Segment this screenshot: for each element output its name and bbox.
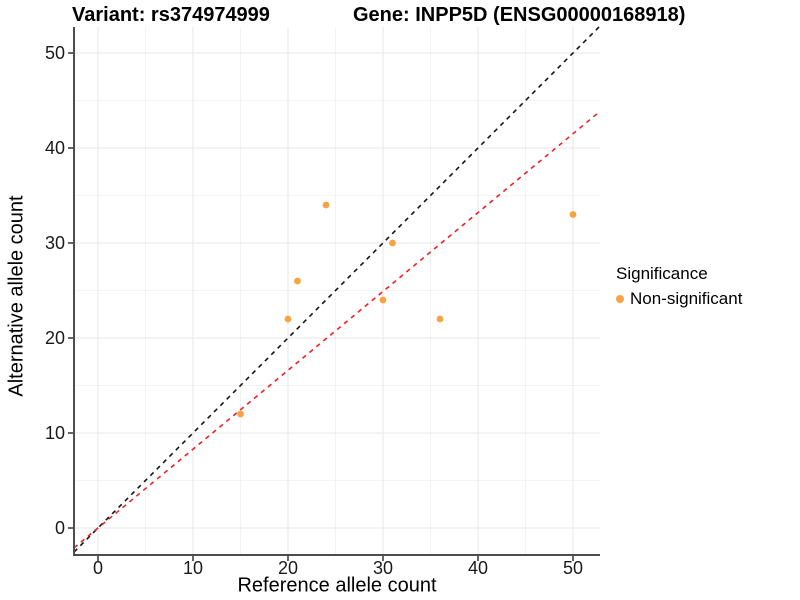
x-tick-label: 50	[563, 558, 583, 578]
x-axis-title: Reference allele count	[237, 574, 437, 597]
x-tick-label: 10	[183, 558, 203, 578]
data-point	[379, 296, 387, 304]
y-tick-label: 30	[45, 233, 65, 253]
data-point	[436, 315, 444, 323]
data-point	[294, 277, 301, 285]
data-point	[284, 315, 292, 323]
legend-title: Significance	[616, 264, 708, 283]
x-tick-label: 0	[93, 558, 103, 578]
variant-title: Variant: rs374974999	[72, 4, 270, 26]
data-point	[322, 201, 330, 209]
legend-item-label: Non-significant	[630, 289, 743, 308]
x-tick-label: 40	[468, 558, 488, 578]
data-point	[569, 211, 577, 218]
y-axis-title: Alternative allele count	[5, 195, 28, 397]
y-tick-label: 40	[45, 138, 65, 158]
legend: Significance Non-significant	[616, 264, 742, 309]
allelic-ratio-line	[73, 110, 601, 549]
gene-title: Gene: INPP5D (ENSG00000168918)	[353, 4, 686, 26]
data-point	[389, 239, 396, 247]
y-tick-label: 10	[45, 423, 65, 443]
x-tick-label: 20	[278, 558, 298, 578]
data-point	[237, 410, 244, 418]
non-significant-point-icon	[616, 295, 624, 303]
y-tick-label: 20	[45, 328, 65, 348]
y-tick-label: 50	[45, 43, 65, 63]
x-tick-label: 30	[373, 558, 393, 578]
identity-line	[73, 26, 600, 553]
legend-item: Non-significant	[616, 289, 742, 309]
y-tick-label: 0	[55, 518, 65, 538]
